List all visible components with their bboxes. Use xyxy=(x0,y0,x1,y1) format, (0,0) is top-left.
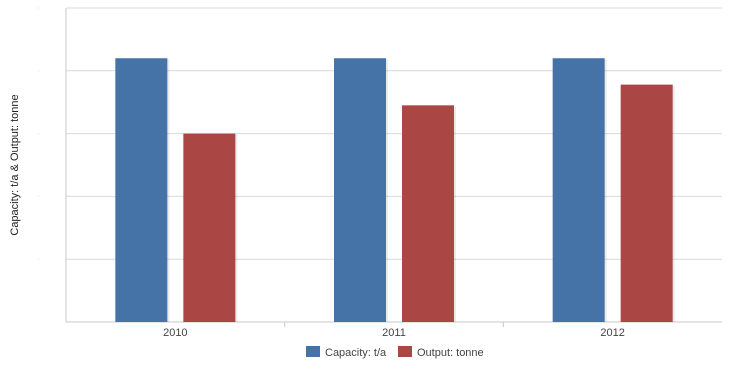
legend-label: Capacity: t/a xyxy=(325,347,387,359)
bar-1-0 xyxy=(183,133,236,322)
y-axis-title: Capacity: t/a & Output: tonne xyxy=(9,94,21,235)
bars xyxy=(115,58,675,323)
bar-0-2 xyxy=(552,58,605,323)
legend-item-1[interactable]: Output: tonne xyxy=(398,346,484,359)
bar-0-0 xyxy=(115,58,168,323)
legend-item-0[interactable]: Capacity: t/a xyxy=(306,346,387,359)
legend-swatch xyxy=(398,346,412,357)
bar-0-1 xyxy=(334,58,386,323)
plot-area xyxy=(65,8,722,323)
x-tick-label: 2010 xyxy=(163,327,187,339)
legend[interactable]: Capacity: t/a Output: tonne xyxy=(306,346,484,359)
x-tick-labels: 2010 2011 2012 xyxy=(163,322,625,339)
x-tick-label: 2012 xyxy=(600,327,624,339)
legend-swatch xyxy=(306,346,320,357)
bar-1-1 xyxy=(402,105,454,322)
bar-1-2 xyxy=(620,84,673,322)
x-tick-label: 2011 xyxy=(382,327,406,339)
gridlines xyxy=(38,7,722,260)
legend-label: Output: tonne xyxy=(417,347,484,359)
